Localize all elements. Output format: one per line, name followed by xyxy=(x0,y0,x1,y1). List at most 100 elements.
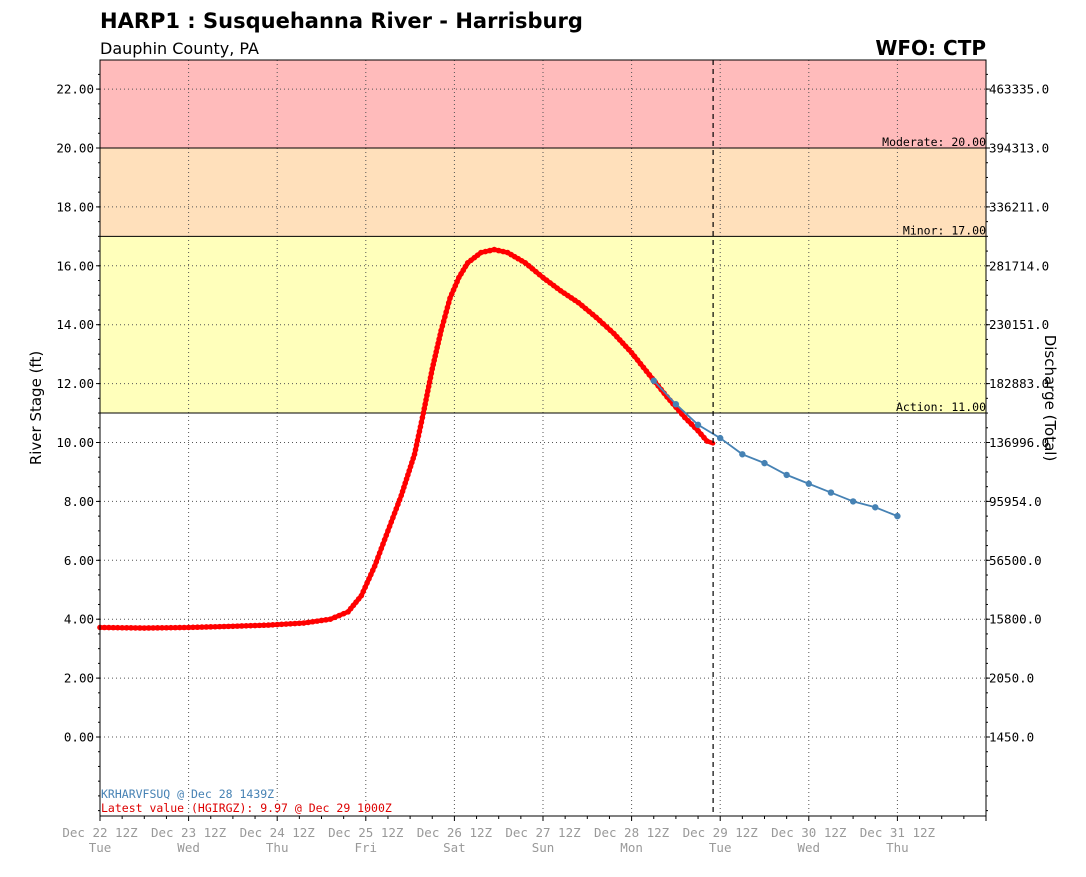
observed-point xyxy=(417,423,424,430)
observed-point xyxy=(415,433,422,439)
observed-point xyxy=(438,327,444,334)
flood-category-bands xyxy=(100,60,986,414)
observed-point xyxy=(283,621,289,627)
observed-point xyxy=(203,624,210,630)
observed-point xyxy=(252,622,258,629)
observed-point xyxy=(600,321,607,327)
x-tick-label: Dec 26 12Z xyxy=(417,825,493,840)
threshold-lines: Moderate: 20.00 Minor: 17.00 Action: 11.00 xyxy=(100,135,986,414)
observed-point xyxy=(360,588,367,595)
observed-point xyxy=(132,625,139,631)
observed-point xyxy=(114,624,121,631)
observed-point xyxy=(487,247,493,254)
observed-point xyxy=(340,610,347,617)
observed-point xyxy=(444,304,451,311)
x-tick-label: Dec 25 12Z xyxy=(328,825,404,840)
observed-point xyxy=(418,419,425,426)
y2-axis-label: Discharge (Total) xyxy=(1041,335,1059,462)
observed-point xyxy=(159,624,165,631)
observed-point xyxy=(443,309,449,315)
wfo-label: WFO: CTP xyxy=(875,36,986,60)
x-tick-label: Dec 29 12Z xyxy=(683,825,759,840)
observed-point xyxy=(425,383,432,390)
observed-point xyxy=(368,571,374,578)
observed-point xyxy=(287,621,294,627)
observed-point xyxy=(396,497,403,503)
observed-point xyxy=(393,505,400,512)
observed-point xyxy=(137,625,143,631)
forecast-point xyxy=(672,401,680,408)
observed-point xyxy=(234,623,241,629)
observed-point xyxy=(274,621,281,628)
threshold-label-minor: Minor: 17.00 xyxy=(903,223,986,237)
x-tick-sublabel: Thu xyxy=(266,840,289,855)
forecast-point xyxy=(872,504,879,511)
observed-point xyxy=(385,528,391,534)
observed-point xyxy=(362,584,368,591)
observed-point xyxy=(323,617,329,623)
y2-tick-label: 336211.0 xyxy=(989,199,1049,214)
observed-point xyxy=(141,625,148,631)
observed-point xyxy=(434,344,440,351)
observed-point xyxy=(425,388,431,394)
forecast-point xyxy=(849,498,857,505)
observed-point xyxy=(194,624,201,631)
x-tick-sublabel: Tue xyxy=(709,840,732,855)
observed-point xyxy=(110,624,117,631)
x-tick-label: Dec 28 12Z xyxy=(594,825,670,840)
observed-point xyxy=(123,624,130,631)
observed-point xyxy=(199,624,205,630)
observed-point xyxy=(423,396,429,403)
observed-point xyxy=(395,501,401,508)
observed-point xyxy=(378,545,385,552)
observed-point xyxy=(369,567,376,574)
observed-point xyxy=(119,624,125,631)
observed-point xyxy=(145,625,152,631)
x-tick-sublabel: Fri xyxy=(355,840,378,855)
observed-point xyxy=(373,558,380,565)
observed-point xyxy=(704,438,710,444)
observed-point xyxy=(221,623,227,630)
y-axis-label: River Stage (ft) xyxy=(27,351,45,465)
observed-point xyxy=(375,554,381,561)
y-tick-label: 20.00 xyxy=(56,141,94,156)
observed-point xyxy=(190,624,196,631)
observed-point xyxy=(230,623,236,630)
observed-point xyxy=(212,623,218,630)
observed-point xyxy=(596,317,603,324)
y2-tick-label: 136996.0 xyxy=(989,435,1049,450)
observed-point xyxy=(440,318,447,325)
x-tick-label: Dec 30 12Z xyxy=(771,825,847,840)
observed-point xyxy=(296,620,303,627)
observed-point xyxy=(430,361,437,368)
observed-point xyxy=(424,392,430,399)
forecast-point xyxy=(894,512,901,520)
y-tick-label: 8.00 xyxy=(64,494,94,509)
y-tick-label: 2.00 xyxy=(64,671,94,686)
observed-point xyxy=(300,620,307,626)
observed-point xyxy=(172,624,179,631)
observed-point xyxy=(428,370,435,377)
observed-point xyxy=(364,580,370,586)
observed-point xyxy=(419,414,426,421)
observed-point xyxy=(225,623,232,630)
observed-point xyxy=(265,622,272,628)
x-tick-sublabel: Mon xyxy=(620,840,643,855)
observed-point xyxy=(216,623,223,630)
data-series xyxy=(97,246,901,631)
observed-point xyxy=(436,336,442,342)
observed-point xyxy=(437,332,443,338)
y-tick-label: 6.00 xyxy=(64,553,94,568)
observed-point xyxy=(445,300,452,306)
observed-point xyxy=(427,374,434,381)
observed-point xyxy=(163,624,170,631)
y-tick-label: 16.00 xyxy=(56,258,94,273)
observed-point xyxy=(292,620,298,627)
observed-point xyxy=(432,353,439,359)
forecast-point xyxy=(761,459,768,467)
observed-point xyxy=(278,621,285,628)
y2-tick-label: 230151.0 xyxy=(989,317,1049,332)
observed-point xyxy=(181,624,187,631)
observed-point xyxy=(309,618,316,625)
